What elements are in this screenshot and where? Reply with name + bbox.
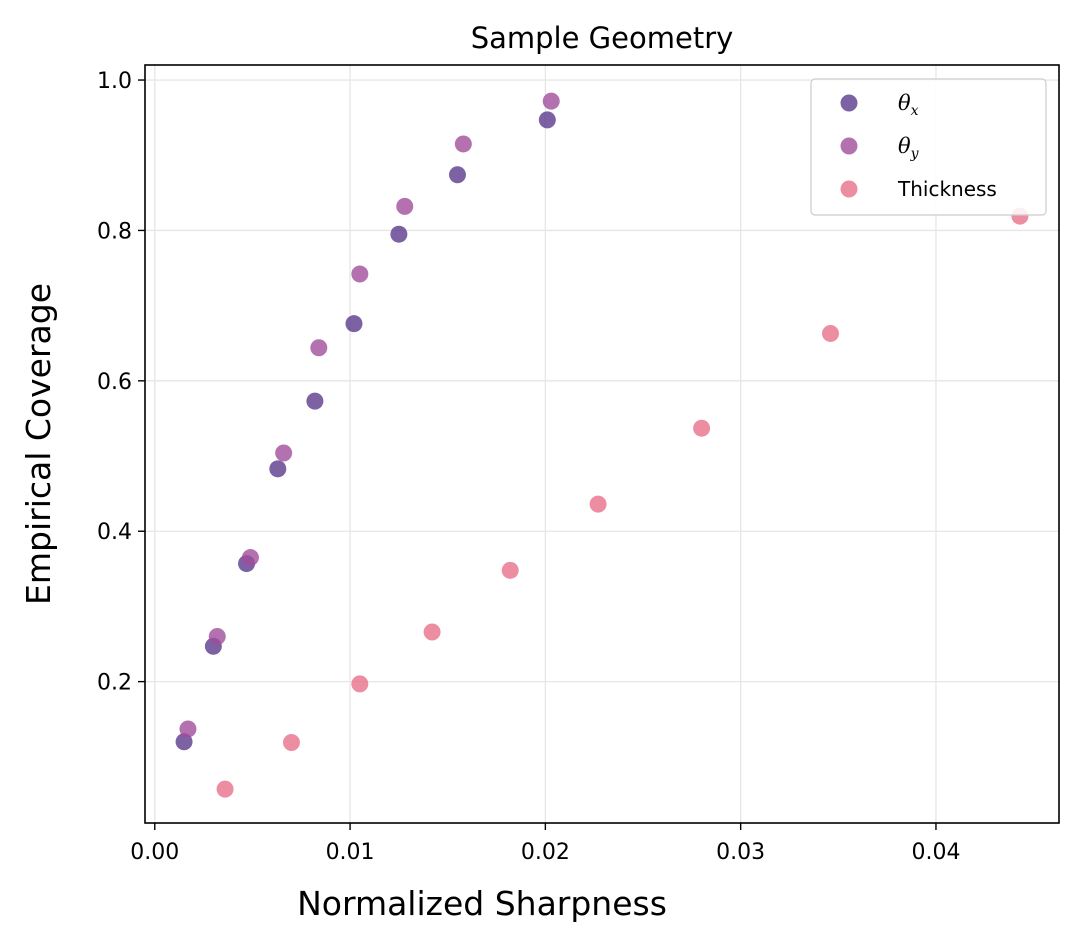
y-tick-label: 0.8 [97,219,132,244]
y-tick-label: 1.0 [97,69,132,94]
x-tick-label: 0.02 [521,840,570,865]
legend-label: θx [898,91,919,119]
y-tick-label: 0.2 [97,671,132,696]
x-tick-label: 0.03 [716,840,765,865]
legend-label: θy [898,134,920,162]
data-point [208,628,226,646]
y-axis-label: Empirical Coverage [19,283,58,605]
data-point [693,419,711,437]
data-point [589,495,607,513]
data-point [282,734,300,752]
plot-frame [144,64,1060,824]
data-point [216,780,234,798]
legend-box [810,78,1047,216]
data-point [175,733,193,751]
data-point [501,561,519,579]
legend-marker [840,180,858,198]
data-point [390,225,408,243]
data-point [454,135,472,153]
ticks-layer: 0.00 0.01 0.02 0.03 0.04 0.2 0.4 0.6 0.8 1.0 [97,69,960,865]
legend-marker [840,137,858,155]
data-point [310,339,328,357]
chart-title: Sample Geometry [471,21,734,55]
x-tick-label: 0.00 [130,840,179,865]
data-point [179,720,197,738]
data-point [275,444,293,462]
x-axis-label: Normalized Sharpness [297,884,667,923]
data-point [448,166,466,184]
y-tick-label: 0.6 [97,370,132,395]
data-point [351,265,369,283]
data-point [345,315,363,333]
data-point [351,675,369,693]
data-point [269,460,287,478]
x-tick-label: 0.01 [326,840,375,865]
x-tick-label: 0.04 [911,840,960,865]
data-point [538,111,556,129]
data-point [423,623,441,641]
data-point [241,549,259,567]
data-point [396,197,414,215]
legend-marker [840,94,858,112]
data-point [822,324,839,342]
data-point [542,92,560,110]
y-tick-label: 0.4 [97,520,132,545]
points-layer [175,92,1029,798]
legend-label: Thickness [897,177,997,201]
data-point [306,392,324,410]
legend: θx θy Thickness [810,78,1047,216]
